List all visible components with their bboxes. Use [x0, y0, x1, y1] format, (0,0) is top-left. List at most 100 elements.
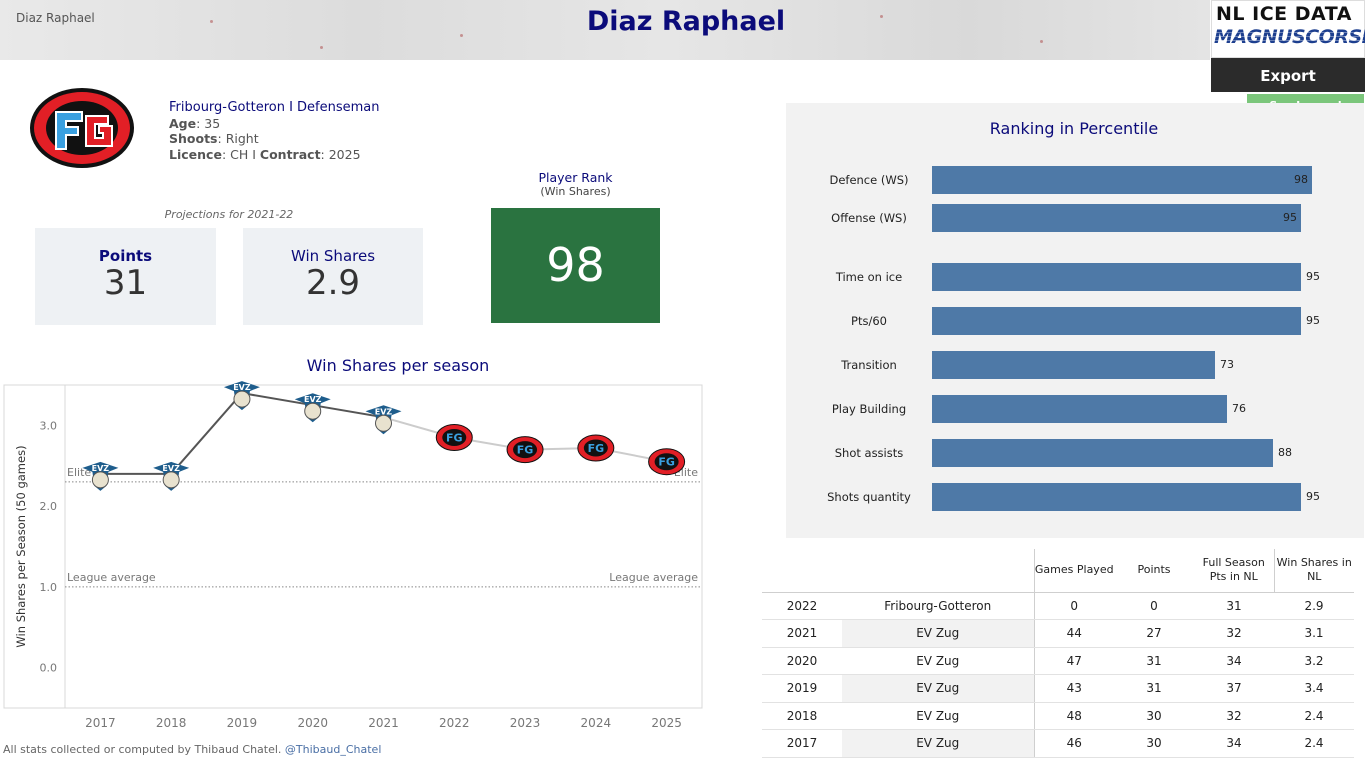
brand-logo-line2: MAGNUSCORSI — [1214, 26, 1365, 52]
export-button[interactable]: Export — [1211, 58, 1365, 92]
x-tick-label: 2017 — [85, 716, 116, 730]
licence-label: Licence — [169, 146, 222, 162]
player-info: Fribourg-Gotteron I Defenseman Age: 35 S… — [169, 100, 380, 162]
cell-team: EV Zug — [842, 647, 1034, 675]
fg-marker-text: FG — [517, 444, 534, 457]
shoots-value: Right — [225, 131, 259, 146]
contract-label: Contract — [259, 146, 321, 162]
fg-marker-center — [513, 441, 538, 459]
fribourg-gotteron-marker-icon: FG — [577, 434, 615, 462]
cell-team: EV Zug — [842, 702, 1034, 730]
ev-zug-marker-icon: EVZ — [365, 405, 402, 435]
ev-zug-marker-text: EVZ — [162, 464, 180, 473]
cell-games: 44 — [1033, 619, 1114, 648]
ranking-bar-value: 88 — [1278, 446, 1292, 459]
cell-year: 2020 — [762, 647, 842, 675]
cell-year: 2022 — [762, 592, 842, 620]
ranking-bar — [932, 483, 1301, 511]
player-rank-value: 98 — [491, 208, 660, 323]
cell-games: 48 — [1033, 702, 1114, 730]
footer-twitter-link[interactable]: @Thibaud_Chatel — [284, 743, 382, 756]
table-row: 2020 EV Zug 47 31 34 3.2 — [762, 647, 1354, 675]
table-row: 2018 EV Zug 48 30 32 2.4 — [762, 702, 1354, 730]
cell-win-shares: 3.4 — [1274, 674, 1354, 703]
ranking-bar-row: Play Building 76 — [786, 395, 1364, 423]
ranking-bar-row: Shot assists 88 — [786, 439, 1364, 467]
cell-team: EV Zug — [842, 729, 1034, 758]
ranking-bar-row: Offense (WS) 95 — [786, 204, 1364, 232]
cell-year: 2021 — [762, 619, 842, 648]
banner-texture — [460, 34, 463, 37]
cell-year: 2019 — [762, 674, 842, 703]
ev-zug-marker-face — [304, 402, 322, 420]
ranking-bar-label: Play Building — [831, 402, 907, 416]
header-player-name: Diaz Raphael — [16, 11, 95, 25]
table-row: 2019 EV Zug 43 31 37 3.4 — [762, 674, 1354, 703]
ev-zug-marker-icon: EVZ — [223, 381, 260, 411]
ranking-bar-value: 95 — [1306, 270, 1320, 283]
fribourg-gotteron-marker-icon: FG — [648, 448, 686, 476]
page-title: Diaz Raphael — [586, 6, 786, 37]
x-tick-label: 2021 — [368, 716, 399, 730]
ranking-panel: Ranking in Percentile Defence (WS) 98 Offe… — [786, 103, 1364, 538]
ranking-bar — [932, 307, 1301, 335]
x-tick-label: 2019 — [227, 716, 258, 730]
y-tick-label: 0.0 — [40, 662, 58, 675]
cell-team: EV Zug — [842, 619, 1034, 648]
fg-marker-text: FG — [446, 431, 463, 444]
cell-win-shares: 3.1 — [1274, 619, 1354, 648]
ranking-bar-row: Time on ice 95 — [786, 263, 1364, 291]
player-age: Age: 35 — [169, 115, 221, 131]
cell-games: 43 — [1033, 674, 1114, 703]
ranking-bar-row: Shots quantity 95 — [786, 483, 1364, 511]
header-banner: Diaz Raphael Diaz Raphael — [0, 0, 1210, 60]
player-rank-label: Player Rank (Win Shares) — [491, 171, 660, 199]
ev-zug-marker-face — [162, 471, 180, 489]
contract-value: 2025 — [328, 146, 361, 162]
ranking-bar-label: Shots quantity — [827, 490, 911, 504]
table-row: 2017 EV Zug 46 30 34 2.4 — [762, 729, 1354, 758]
ranking-bar-label: Shot assists — [834, 446, 904, 460]
brand-logo[interactable]: NL ICE DATA MAGNUSCORSI — [1211, 0, 1365, 58]
ranking-bar-value: 95 — [1283, 211, 1297, 224]
footer-credit: All stats collected or computed by Thiba… — [3, 743, 381, 756]
banner-texture — [320, 46, 323, 49]
ev-zug-marker-face — [375, 414, 392, 432]
ev-zug-marker-text: EVZ — [92, 464, 110, 473]
ranking-bar-value: 98 — [1294, 173, 1308, 186]
player-rank-subtitle: (Win Shares) — [540, 185, 611, 198]
age-label: Age — [169, 115, 197, 131]
ranking-bar — [932, 166, 1312, 194]
ev-zug-marker-icon: EVZ — [82, 461, 119, 491]
brand-logo-line1: NL ICE DATA — [1216, 3, 1352, 25]
player-licence: Licence: CH I Contract: 2025 — [169, 146, 361, 162]
fribourg-gotteron-marker-icon: FG — [506, 436, 544, 464]
ranking-bar — [932, 439, 1273, 467]
licence-separator: I — [252, 146, 256, 162]
table-header-games: Games Played — [1033, 549, 1114, 592]
cell-games: 47 — [1033, 647, 1114, 675]
points-value: 31 — [103, 263, 148, 303]
banner-texture — [880, 15, 883, 18]
x-tick-label: 2020 — [297, 716, 328, 730]
ranking-bar-label: Defence (WS) — [829, 173, 909, 187]
win-shares-label: Win Shares — [290, 247, 376, 265]
cell-win-shares: 2.4 — [1274, 702, 1354, 730]
series-line-segment — [241, 392, 313, 407]
cell-points: 31 — [1114, 647, 1194, 675]
chart-frame — [3, 384, 703, 709]
table-row: 2022 Fribourg-Gotteron 0 0 31 2.9 — [762, 592, 1354, 620]
cell-full-season-pts: 31 — [1194, 592, 1274, 620]
ranking-bar-value: 95 — [1306, 490, 1320, 503]
ranking-bar-label: Transition — [841, 358, 897, 372]
ev-zug-marker-icon: EVZ — [153, 461, 190, 491]
series-line-segment — [312, 404, 384, 419]
player-shoots: Shoots: Right — [169, 131, 259, 146]
fg-marker-text: FG — [588, 442, 605, 455]
ranking-bar-row: Transition 73 — [786, 351, 1364, 379]
cell-games: 0 — [1033, 592, 1114, 620]
player-rank-title: Player Rank — [538, 170, 613, 185]
ranking-bar — [932, 351, 1215, 379]
ranking-bar-row: Pts/60 95 — [786, 307, 1364, 335]
cell-win-shares: 2.4 — [1274, 729, 1354, 758]
